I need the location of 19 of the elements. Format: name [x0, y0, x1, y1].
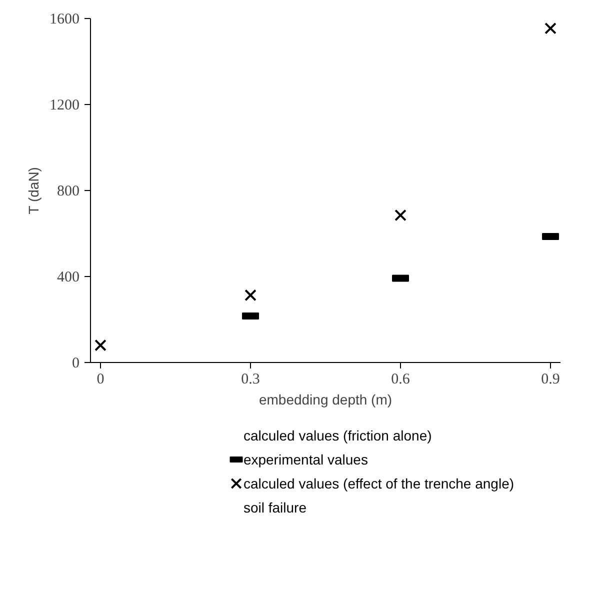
point — [394, 209, 406, 222]
text: soil failure — [243, 500, 307, 516]
y-axis-title: T (daN) — [26, 167, 42, 214]
y-tick-label: 1200 — [50, 98, 80, 114]
x-tick-label: 0.9 — [541, 372, 560, 388]
x-tick-label: 0 — [96, 372, 104, 388]
point — [244, 289, 256, 302]
y-tick-label: 0 — [72, 356, 80, 372]
x-tick-label: 0.3 — [241, 372, 260, 388]
legend-label: calculed values (effect of the trenche angle) — [243, 476, 514, 492]
y-tick-label: 1600 — [50, 12, 80, 28]
x-axis-title: embedding depth (m) — [258, 392, 392, 408]
text: calculed values (friction alone) — [243, 428, 432, 444]
y-tick-label: 400 — [57, 270, 80, 286]
x-tick-label: 0.6 — [391, 372, 410, 388]
point — [544, 22, 556, 34]
legend-label: experimental values — [243, 452, 368, 468]
point — [94, 339, 106, 352]
y-tick-label: 800 — [57, 184, 80, 200]
